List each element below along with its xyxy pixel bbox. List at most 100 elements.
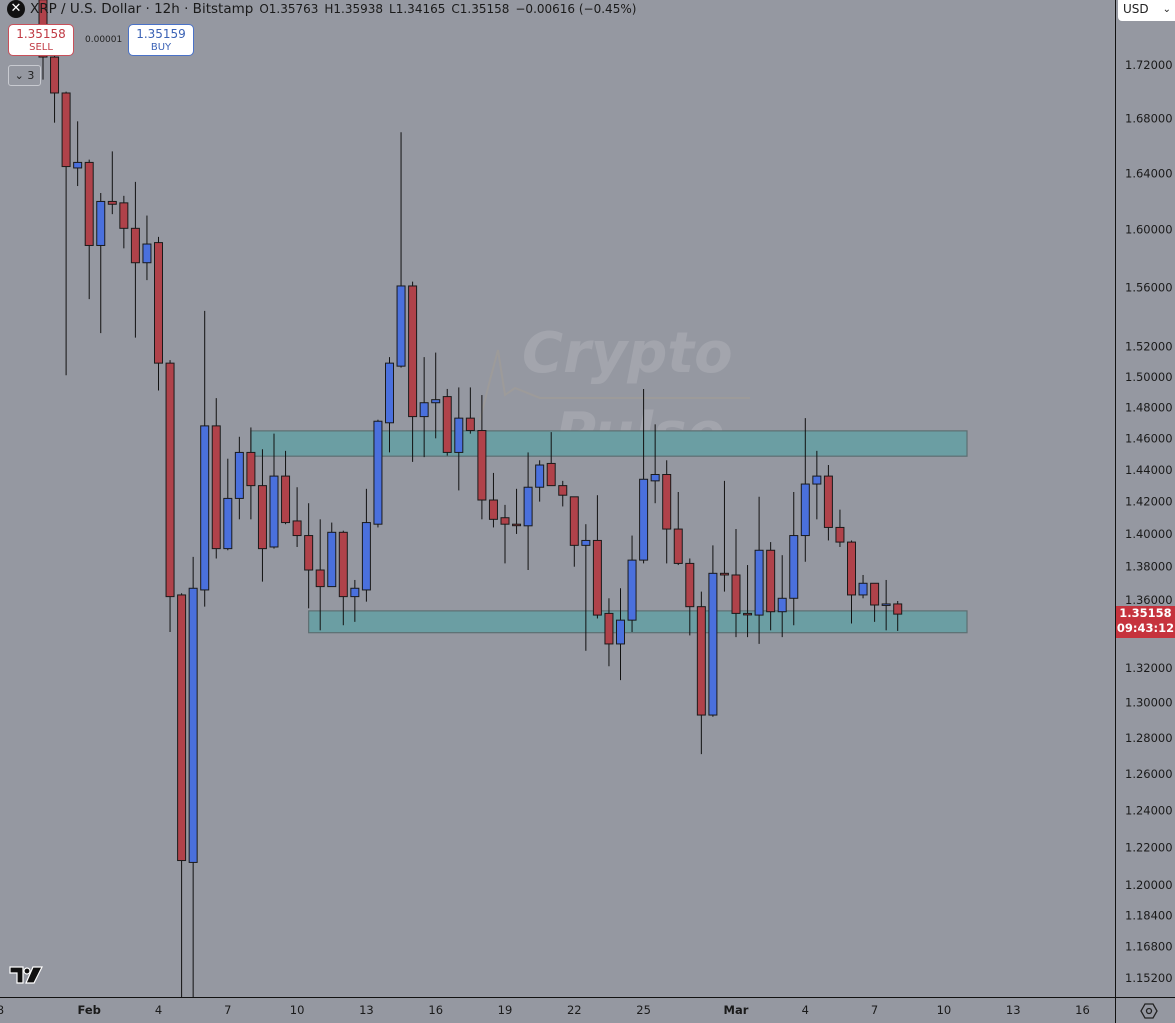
candle [246,427,256,520]
candle [84,159,94,300]
candle [500,504,510,564]
bar-countdown: 09:43:12 [1116,621,1175,635]
currency-select[interactable]: USD ⌄ [1118,0,1175,21]
candle [223,458,233,551]
candle-body-bearish [442,396,452,453]
price-axis[interactable]: 1.72000 1.68000 1.64000 1.60000 1.56000 1.520… [1125,58,1173,985]
time-tick-label: 19 [498,1003,513,1017]
time-tick-label: 25 [636,1003,651,1017]
candle [743,565,753,638]
candle-body-bearish [165,362,175,598]
price-tick-label: 1.24000 [1125,803,1173,817]
candle [823,465,833,541]
candle-body-bearish [465,417,475,432]
last-price-tag: 1.35158 09:43:12 [1116,606,1175,638]
time-tick-label: 22 [567,1003,582,1017]
sell-button[interactable]: 1.35158 SELL [8,24,74,56]
candle [673,492,683,566]
buy-button[interactable]: 1.35159 BUY [128,24,194,56]
candle [454,387,464,491]
candle-body-bearish [696,606,706,716]
candle [361,488,371,602]
candle-body-bearish [604,612,614,645]
candle [257,449,267,582]
candle-body-bullish [431,399,441,404]
chevron-down-icon: ⌄ [1162,4,1171,15]
candle-body-bearish [281,475,291,524]
candle-body-bearish [211,425,221,550]
candle-body-bearish [292,520,302,537]
chevron-down-icon: ⌄ [14,69,24,82]
candle-body-bullish [350,587,360,598]
candle [304,503,314,609]
time-tick-label: 10 [937,1003,952,1017]
time-tick-label: 4 [802,1003,809,1017]
buy-price: 1.35159 [136,27,186,41]
settings-gear-icon[interactable] [1140,1002,1158,1020]
candle [73,121,83,187]
symbol-title[interactable]: XRP / U.S. Dollar · 12h · Bitstamp [30,1,254,17]
candle [50,45,60,123]
candle [119,195,129,249]
ohlc-close: C1.35158 [451,2,510,16]
candle [408,281,418,462]
zone-box-0[interactable] [250,430,968,457]
candle [731,529,741,638]
candle-body-bearish [592,539,602,616]
watermark-line1: Crypto [522,321,733,386]
candle-body-bearish [558,485,568,496]
candle-body-bullish [777,597,787,613]
zone-box-1[interactable] [308,610,968,634]
candle [812,450,822,520]
candle [211,398,221,559]
candle-body-bullish [581,539,591,546]
price-tick-label: 1.32000 [1125,661,1173,675]
candle-body-bullish [419,402,429,418]
candle-body-bearish [304,535,314,571]
candle-body-bearish [569,496,579,546]
candle [431,352,441,439]
price-tick-label: 1.30000 [1125,696,1173,710]
candle-body-bearish [50,56,60,94]
candle [477,395,487,520]
indicators-toggle-button[interactable]: ⌄ 3 [8,65,41,86]
time-tick-label: 4 [155,1003,162,1017]
candle-body-bearish [130,227,140,264]
currency-value: USD [1123,2,1149,16]
candle [835,509,845,547]
candle [442,388,452,456]
candle [581,524,591,651]
candle-body-bearish [257,485,267,550]
last-price: 1.35158 [1119,606,1172,620]
time-tick-label: 28 [0,1003,4,1017]
candle-body-bullish [812,475,822,485]
candle [685,558,695,636]
candle [708,545,718,717]
candle-body-bearish [823,475,833,528]
price-tick-label: 1.56000 [1125,280,1173,294]
candle-body-bearish [546,462,556,487]
time-axis[interactable]: 28 Feb 4 7 10 13 16 19 22 25 Mar 4 7 10 13 16 [0,1003,1090,1017]
candle-body-bearish [488,499,498,520]
candle-body-bullish [650,474,660,482]
ohlc-open: O1.35763 [259,2,319,16]
price-tick-label: 1.38000 [1125,560,1173,574]
candle [535,460,545,502]
candle [269,433,279,549]
candle [177,593,187,997]
price-tick-label: 1.22000 [1125,840,1173,854]
tradingview-logo-icon[interactable] [9,965,43,985]
time-tick-label: Mar [724,1003,749,1017]
candle-body-bullish [858,582,868,596]
candle [315,519,325,631]
time-tick-label: Feb [77,1003,100,1017]
ohlc-high: H1.35938 [324,2,384,16]
price-tick-label: 1.36000 [1125,593,1173,607]
candle-body-bullish [523,486,533,527]
candle [847,540,856,624]
price-tick-label: 1.64000 [1125,166,1173,180]
candle-body-bullish [327,531,337,588]
candle [234,436,244,520]
price-tick-label: 1.18400 [1125,909,1173,923]
